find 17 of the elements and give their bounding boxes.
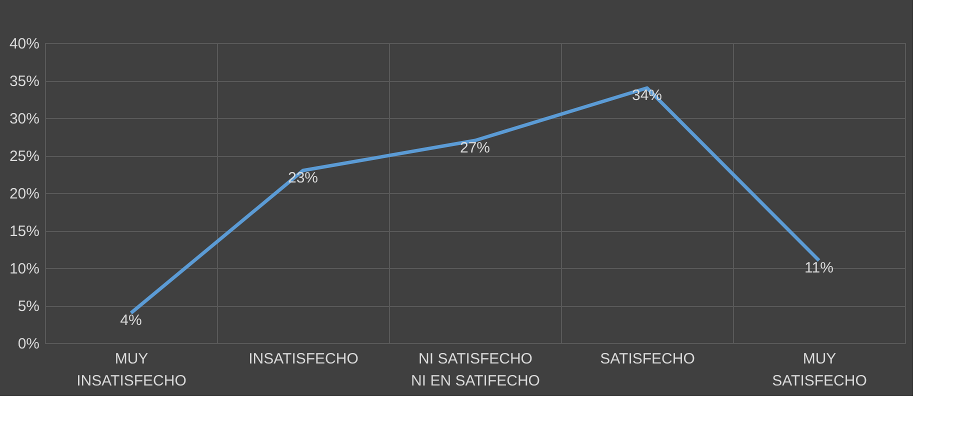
data-label: 11% bbox=[804, 260, 834, 276]
data-label: 4% bbox=[120, 312, 142, 329]
x-tick-label: MUY INSATISFECHO bbox=[76, 350, 186, 390]
y-tick-label: 5% bbox=[18, 298, 40, 315]
x-tick-label: SATISFECHO bbox=[600, 350, 695, 368]
x-tick-label: INSATISFECHO bbox=[248, 350, 358, 368]
x-tick-label: NI SATISFECHO NI EN SATIFECHO bbox=[411, 350, 540, 390]
y-tick-label: 35% bbox=[9, 73, 40, 90]
y-tick-label: 20% bbox=[9, 186, 40, 202]
x-tick-label: MUY SATISFECHO bbox=[772, 350, 867, 390]
y-tick-label: 15% bbox=[9, 223, 40, 240]
y-tick-label: 0% bbox=[18, 336, 40, 352]
y-tick-label: 40% bbox=[9, 36, 40, 52]
data-label: 27% bbox=[460, 140, 490, 156]
y-tick-label: 25% bbox=[9, 148, 40, 165]
y-tick-label: 10% bbox=[9, 260, 40, 278]
y-tick-label: 30% bbox=[9, 110, 40, 128]
